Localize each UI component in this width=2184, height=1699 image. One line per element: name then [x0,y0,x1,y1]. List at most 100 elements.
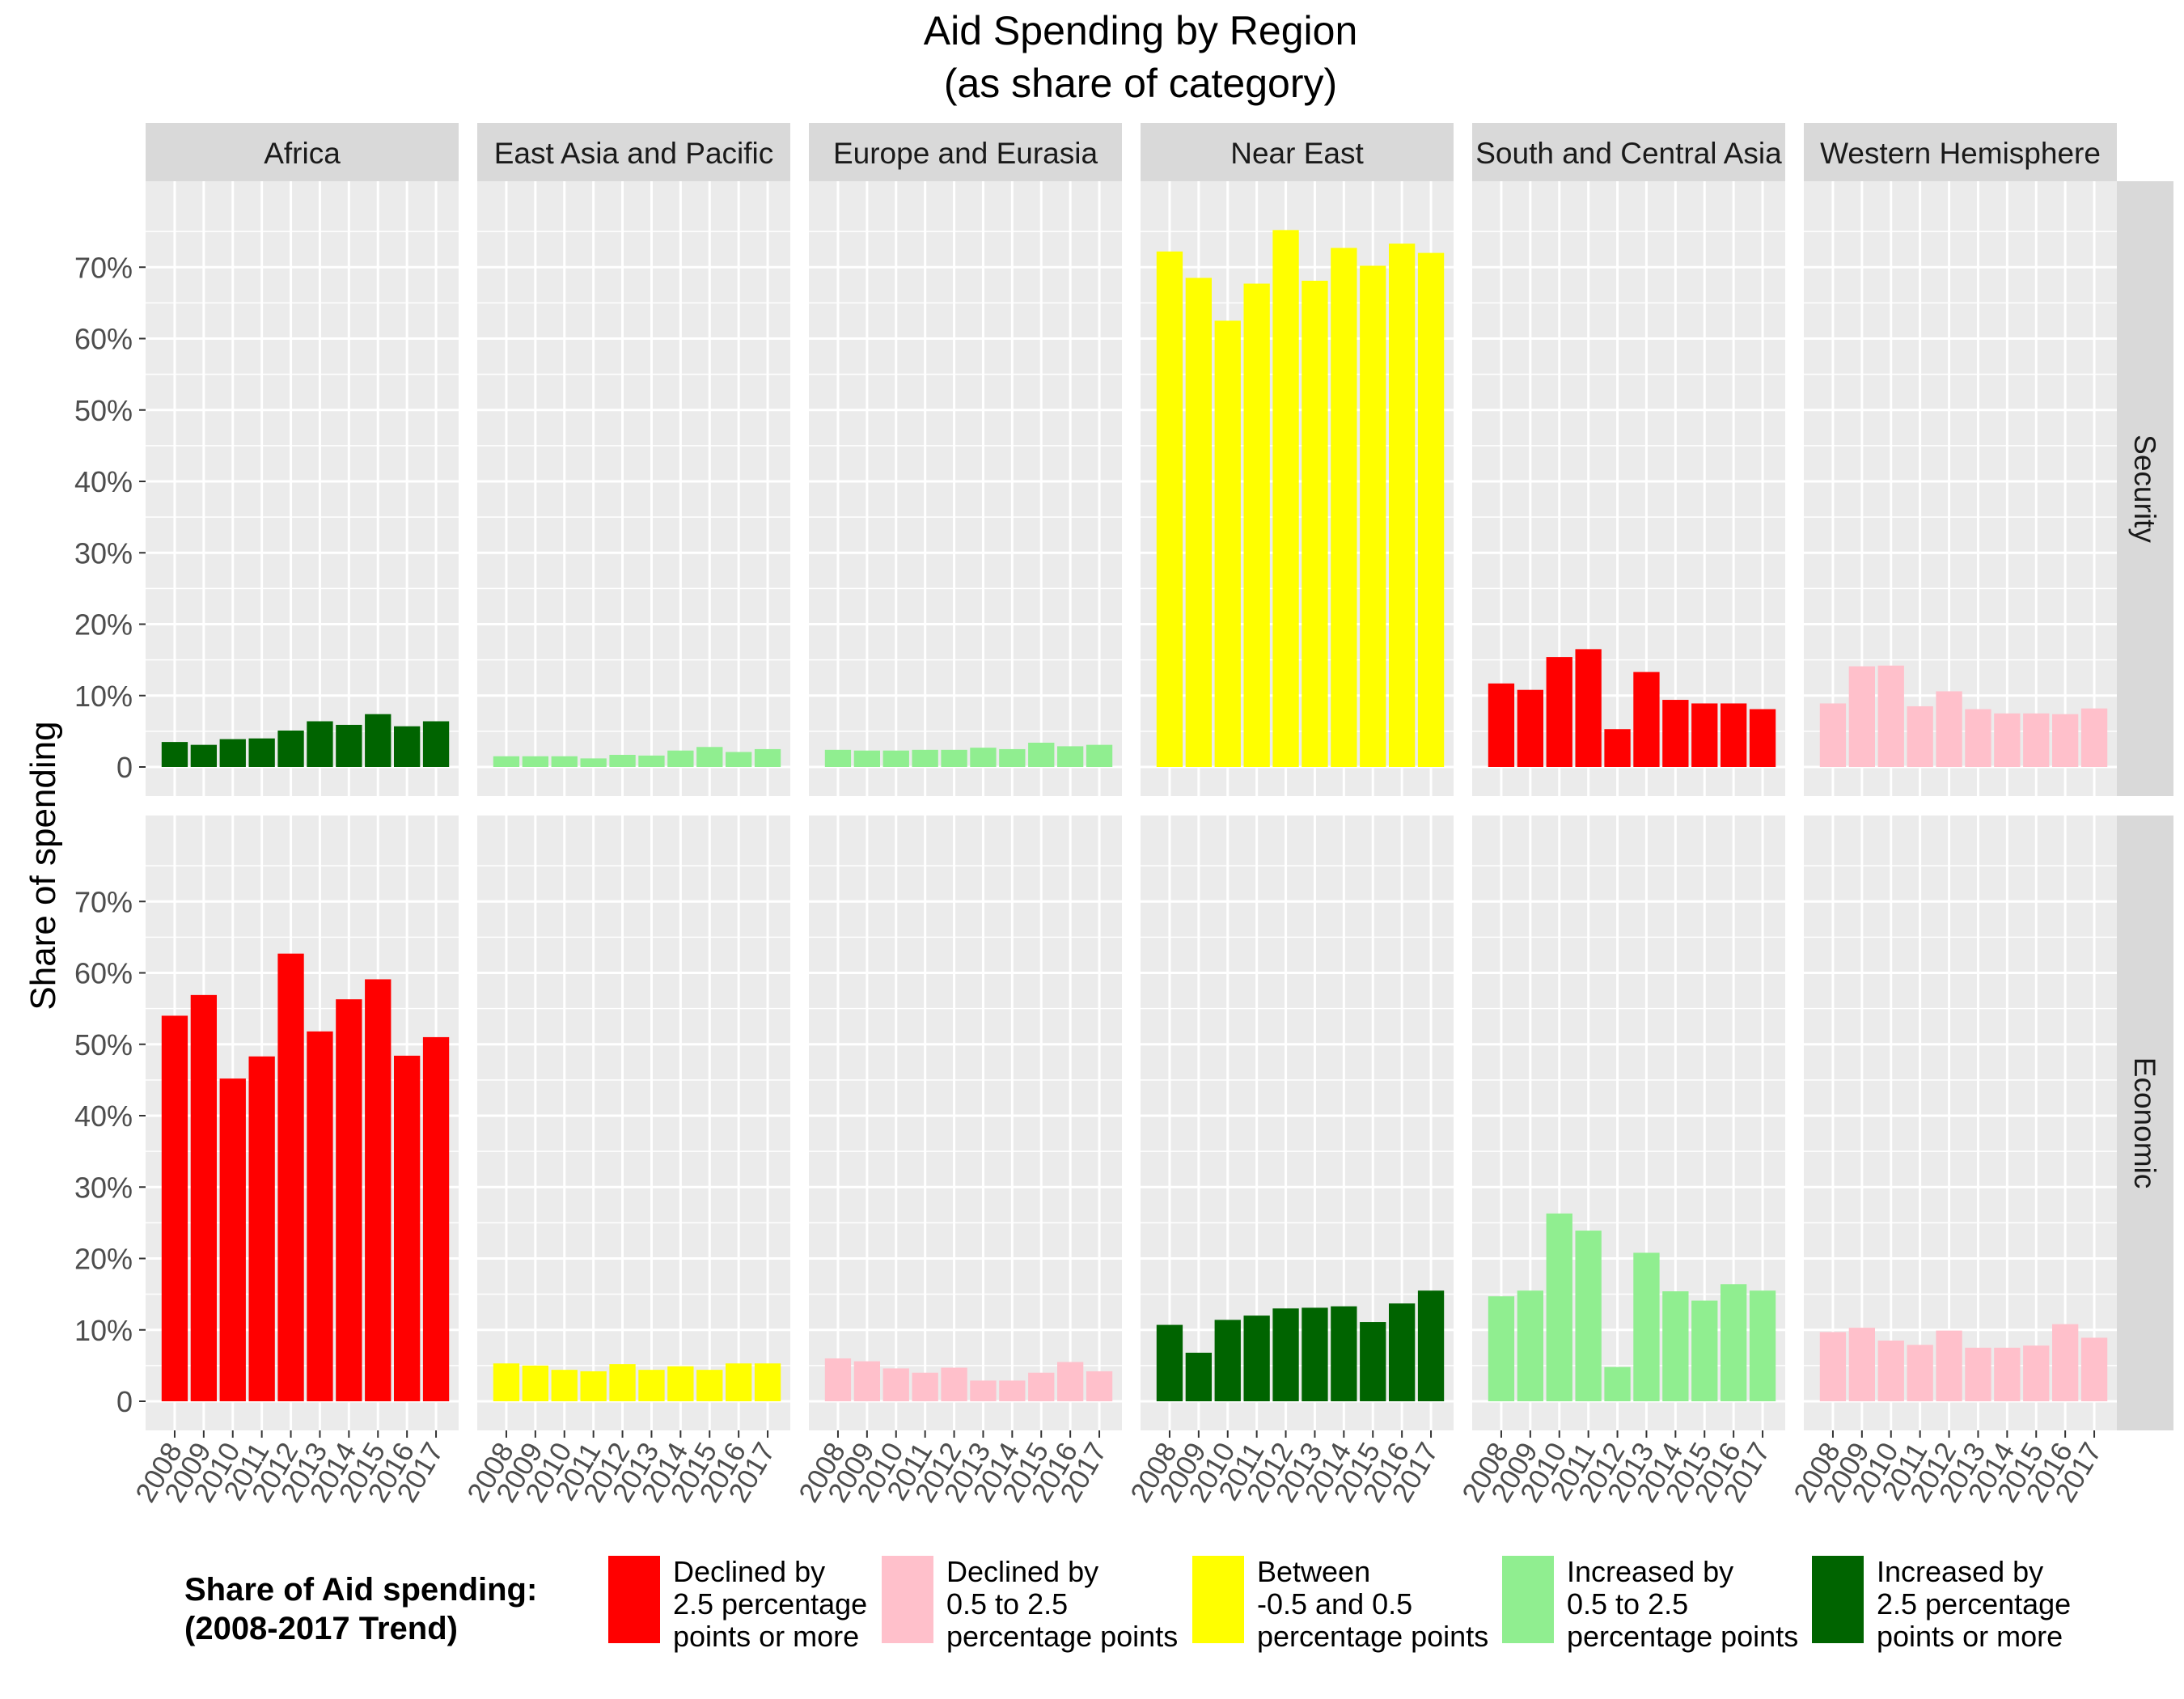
bar-near-east-economic-2016 [1388,1303,1416,1401]
bar-near-east-economic-2012 [1272,1308,1299,1401]
bar-africa-security-2008 [161,742,188,767]
bar-africa-security-2016 [393,726,421,767]
bar-near-east-economic-2010 [1214,1320,1241,1401]
legend: Share of Aid spending: (2008-2017 Trend)… [184,1555,2071,1653]
bar-east-asia-and-pacific-security-2008 [493,756,520,767]
bar-africa-security-2012 [277,730,304,767]
strip-label-near-east: Near East [1230,137,1364,170]
bar-africa-security-2017 [422,721,450,767]
bar-south-and-central-asia-economic-2013 [1633,1252,1660,1401]
bar-europe-and-eurasia-economic-2012 [941,1367,967,1401]
panel-background [477,181,790,796]
bar-near-east-security-2017 [1417,252,1445,768]
bar-europe-and-eurasia-economic-2013 [970,1380,997,1401]
legend-label-inc_small: 0.5 to 2.5 [1567,1587,1688,1621]
bar-western-hemisphere-security-2017 [2080,708,2108,767]
bar-western-hemisphere-economic-2009 [1848,1328,1876,1401]
bar-south-and-central-asia-economic-2015 [1691,1300,1718,1401]
bar-europe-and-eurasia-security-2009 [853,750,881,767]
panel-security-south-and-central-asia [1472,181,1785,796]
bar-east-asia-and-pacific-security-2017 [754,748,781,767]
chart-subtitle: (as share of category) [944,61,1337,106]
bar-east-asia-and-pacific-security-2011 [580,758,607,767]
panel-economic-western-hemisphere [1804,816,2117,1430]
bar-western-hemisphere-economic-2011 [1907,1345,1933,1401]
bar-africa-economic-2010 [219,1078,246,1401]
bar-europe-and-eurasia-economic-2009 [853,1361,881,1401]
bar-western-hemisphere-economic-2008 [1819,1332,1847,1401]
y-tick-label: 0 [116,1385,133,1418]
panel-security-near-east [1141,181,1454,796]
bar-near-east-economic-2011 [1243,1316,1270,1401]
bar-western-hemisphere-security-2013 [1965,709,1991,767]
panel-background [146,181,459,796]
bar-east-asia-and-pacific-economic-2016 [725,1363,752,1401]
bar-africa-security-2015 [365,714,392,767]
panel-economic-africa [146,816,459,1430]
strip-western-hemisphere [1804,123,2117,181]
y-tick-label: 40% [74,1099,133,1133]
bar-south-and-central-asia-security-2011 [1575,649,1602,767]
y-tick-label: 30% [74,1171,133,1204]
bar-south-and-central-asia-economic-2012 [1604,1366,1631,1401]
bar-south-and-central-asia-security-2009 [1517,689,1544,767]
bar-europe-and-eurasia-security-2014 [999,748,1026,767]
bar-south-and-central-asia-security-2013 [1633,672,1660,767]
legend-title-line1: Share of Aid spending: [184,1572,537,1608]
bar-south-and-central-asia-economic-2011 [1575,1231,1602,1401]
legend-swatch-decl_large [608,1556,660,1643]
chart-title: Aid Spending by Region [924,8,1358,53]
bar-east-asia-and-pacific-economic-2010 [551,1370,578,1401]
legend-swatch-decl_small [882,1556,933,1643]
bar-western-hemisphere-security-2011 [1907,705,1933,767]
legend-label-inc_large: Increased by [1877,1555,2043,1588]
bar-near-east-security-2012 [1272,230,1299,767]
bar-western-hemisphere-security-2008 [1819,703,1847,767]
legend-label-inc_small: Increased by [1567,1555,1733,1588]
bar-south-and-central-asia-security-2012 [1604,729,1631,767]
strip-label-east-asia-and-pacific: East Asia and Pacific [494,137,774,170]
bar-western-hemisphere-economic-2017 [2080,1337,2108,1401]
bar-europe-and-eurasia-economic-2017 [1086,1371,1113,1401]
y-tick-label: 60% [74,957,133,990]
bar-east-asia-and-pacific-security-2013 [638,755,665,767]
y-tick-label: 0 [116,751,133,784]
bar-south-and-central-asia-security-2014 [1662,700,1689,767]
y-tick-label: 50% [74,394,133,427]
bar-east-asia-and-pacific-security-2010 [551,756,578,767]
bar-east-asia-and-pacific-security-2009 [522,756,549,767]
bar-east-asia-and-pacific-security-2012 [609,754,636,767]
bar-south-and-central-asia-security-2008 [1488,683,1515,767]
bar-east-asia-and-pacific-security-2015 [696,747,723,767]
y-axis-label: Share of spending [23,721,63,1010]
bar-east-asia-and-pacific-security-2016 [725,752,752,767]
bar-east-asia-and-pacific-economic-2011 [580,1371,607,1401]
bar-western-hemisphere-security-2015 [2023,713,2050,767]
panel-economic-south-and-central-asia [1472,816,1785,1430]
legend-label-flat: -0.5 and 0.5 [1257,1587,1412,1621]
bar-south-and-central-asia-security-2016 [1720,703,1747,767]
strip-europe-and-eurasia [809,123,1122,181]
bar-europe-and-eurasia-security-2008 [824,749,852,767]
bar-europe-and-eurasia-security-2012 [941,749,967,767]
legend-swatch-inc_small [1502,1556,1554,1643]
bar-western-hemisphere-security-2014 [1994,713,2021,767]
bar-east-asia-and-pacific-economic-2009 [522,1365,549,1401]
strip-label-africa: Africa [264,137,341,170]
panel-background [809,816,1122,1430]
legend-label-flat: percentage points [1257,1620,1488,1653]
bar-south-and-central-asia-economic-2016 [1720,1284,1747,1401]
y-tick-label: 40% [74,465,133,498]
panel-background [809,181,1122,796]
bar-western-hemisphere-economic-2010 [1877,1340,1904,1401]
legend-swatch-inc_large [1812,1556,1864,1643]
strip-label-western-hemisphere: Western Hemisphere [1820,137,2101,170]
bar-europe-and-eurasia-economic-2015 [1028,1372,1055,1401]
strip-label-europe-and-eurasia: Europe and Eurasia [833,137,1098,170]
y-tick-label: 70% [74,251,133,284]
bar-africa-economic-2015 [365,979,392,1401]
bar-western-hemisphere-security-2012 [1936,691,1962,767]
row-strip-label-security: Security [2128,434,2161,543]
bar-africa-security-2011 [248,738,275,767]
bar-africa-economic-2013 [307,1031,333,1401]
